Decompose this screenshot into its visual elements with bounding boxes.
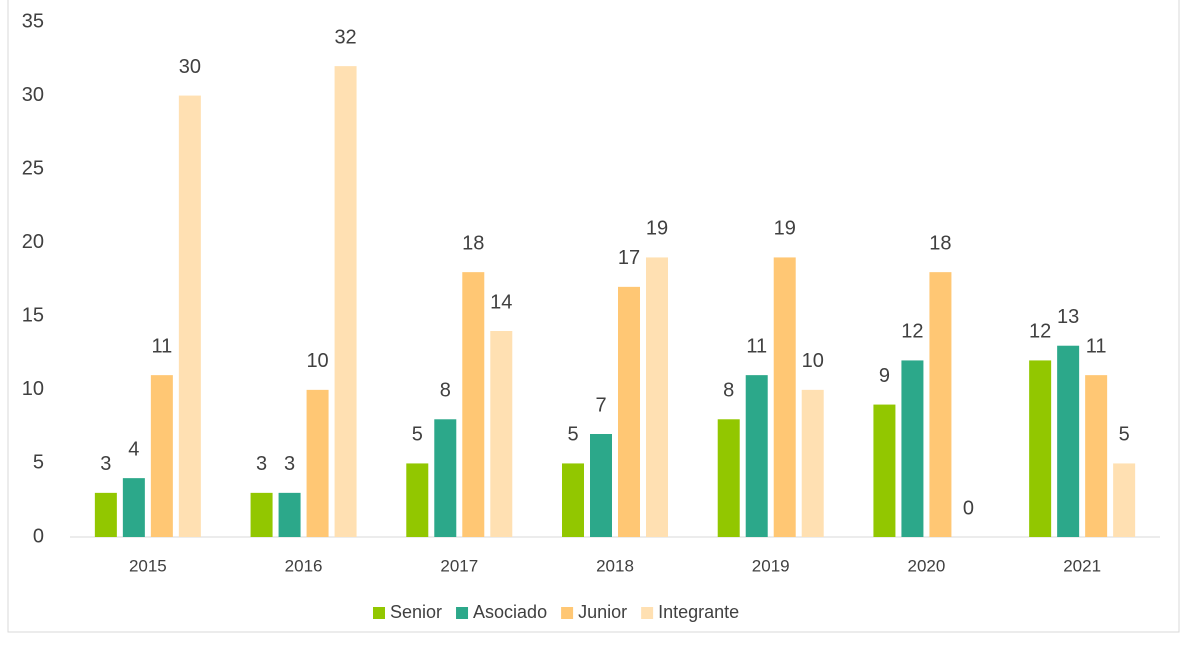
y-tick-label: 10: [22, 378, 44, 400]
data-label: 5: [567, 424, 578, 446]
x-tick-label: 2017: [440, 556, 478, 575]
bar: [122, 478, 145, 537]
bar: [717, 419, 740, 537]
data-label: 18: [462, 232, 484, 254]
data-label: 9: [879, 365, 890, 387]
bar: [94, 492, 117, 537]
legend-label: Integrante: [658, 602, 739, 622]
data-label: 11: [746, 335, 767, 357]
bar: [1085, 375, 1108, 537]
bar: [929, 272, 952, 537]
bar: [150, 375, 173, 537]
bar: [306, 389, 329, 537]
data-label: 14: [490, 291, 512, 313]
bar: [618, 286, 640, 537]
x-tick-label: 2019: [752, 556, 790, 575]
chart-frame: [7, 0, 1180, 633]
data-label: 8: [440, 380, 451, 402]
y-tick-label: 35: [22, 10, 44, 32]
data-label: 5: [1119, 424, 1130, 446]
bar: [562, 463, 584, 537]
data-label: 30: [179, 56, 201, 78]
bar: [745, 375, 768, 537]
legend-label: Asociado: [473, 602, 547, 622]
bar: [278, 492, 301, 537]
bar: [406, 463, 429, 537]
data-label: 12: [1029, 321, 1051, 343]
legend-swatch: [561, 607, 574, 619]
data-label: 32: [334, 26, 356, 48]
bar: [590, 434, 612, 537]
data-label: 0: [963, 497, 974, 519]
x-tick-label: 2018: [596, 556, 634, 575]
data-label: 8: [723, 380, 734, 402]
x-tick-label: 2015: [129, 556, 167, 575]
bar: [250, 492, 273, 537]
y-tick-label: 0: [33, 525, 44, 547]
bar: [490, 331, 513, 537]
legend-label: Senior: [390, 602, 442, 622]
data-label: 11: [1086, 335, 1107, 357]
bar: [1057, 345, 1080, 537]
data-label: 5: [412, 424, 423, 446]
bar: [873, 404, 896, 537]
y-tick-label: 5: [33, 452, 44, 474]
legend-swatch: [373, 607, 385, 619]
bar: [334, 66, 357, 538]
x-tick-label: 2020: [908, 556, 946, 575]
data-label: 3: [100, 453, 111, 475]
y-tick-label: 25: [22, 157, 44, 179]
data-label: 19: [774, 218, 796, 240]
bar: [773, 257, 796, 537]
legend-swatch: [641, 607, 654, 619]
bar: [1029, 360, 1052, 537]
bar: [901, 360, 924, 537]
bar: [646, 257, 668, 537]
bar: [462, 272, 485, 537]
data-label: 13: [1057, 306, 1079, 328]
y-tick-label: 30: [22, 84, 44, 106]
legend-swatch: [456, 607, 469, 619]
data-label: 3: [256, 453, 267, 475]
data-label: 3: [284, 453, 295, 475]
y-tick-label: 20: [22, 231, 44, 253]
bar: [178, 95, 201, 538]
bar: [434, 419, 457, 537]
bar: [801, 389, 824, 537]
data-label: 12: [901, 321, 923, 343]
data-label: 17: [618, 247, 640, 269]
data-label: 10: [306, 350, 328, 372]
data-label: 19: [646, 218, 668, 240]
x-tick-label: 2021: [1063, 556, 1101, 575]
y-tick-label: 15: [22, 305, 44, 327]
bar: [1113, 463, 1136, 537]
data-label: 4: [128, 438, 139, 460]
legend-label: Junior: [578, 602, 627, 622]
data-label: 11: [151, 335, 172, 357]
x-tick-label: 2016: [285, 556, 323, 575]
data-label: 7: [595, 394, 606, 416]
data-label: 18: [929, 232, 951, 254]
data-label: 10: [802, 350, 824, 372]
